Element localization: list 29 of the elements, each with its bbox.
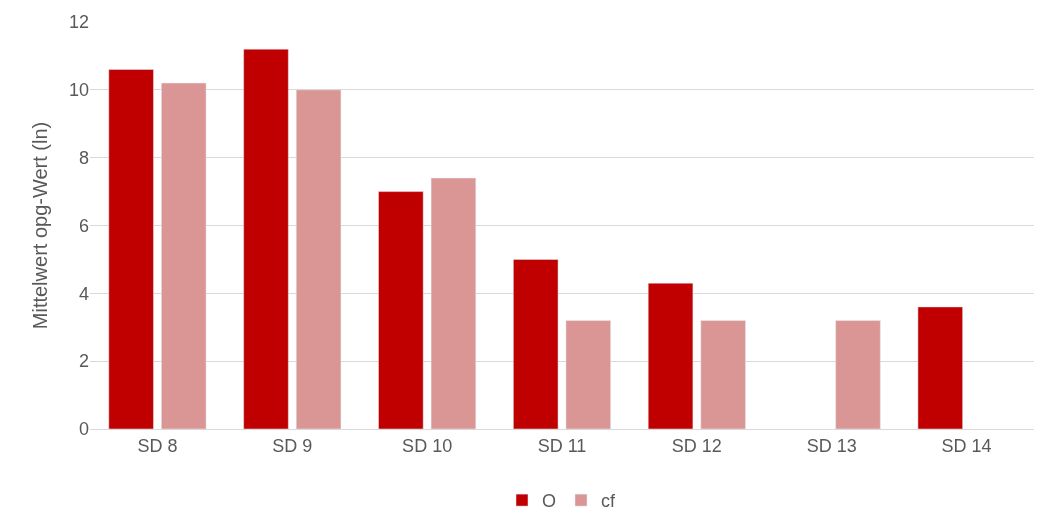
y-tick-label: 12 [68, 12, 89, 33]
x-tick-label: SD 8 [137, 435, 178, 456]
legend-label: cf [601, 491, 617, 512]
bar [647, 282, 694, 429]
bar [161, 82, 207, 429]
bar [700, 320, 746, 429]
x-tick-label: SD 10 [402, 435, 453, 456]
y-axis-title: Mittelwert opg-Wert (ln) [29, 121, 52, 330]
y-tick-label: 10 [68, 80, 89, 101]
bar [108, 69, 154, 429]
y-tick-label: 0 [78, 419, 89, 440]
bar [430, 177, 477, 429]
y-tick-label: 4 [78, 283, 89, 304]
x-tick-label: SD 11 [537, 435, 587, 456]
bar [513, 259, 559, 429]
bar [565, 320, 611, 429]
y-tick-label: 6 [78, 215, 89, 236]
bar [917, 306, 963, 429]
bar [378, 191, 424, 429]
x-tick-label: SD 12 [671, 435, 722, 456]
y-tick-label: 8 [78, 147, 89, 168]
bar [835, 320, 881, 429]
bar [243, 48, 289, 429]
bar [295, 89, 342, 429]
y-tick-label: 2 [78, 351, 89, 372]
x-tick-label: SD 14 [941, 435, 992, 456]
legend-label: O [542, 491, 557, 512]
x-tick-label: SD 9 [272, 435, 313, 456]
x-tick-label: SD 13 [806, 435, 857, 456]
